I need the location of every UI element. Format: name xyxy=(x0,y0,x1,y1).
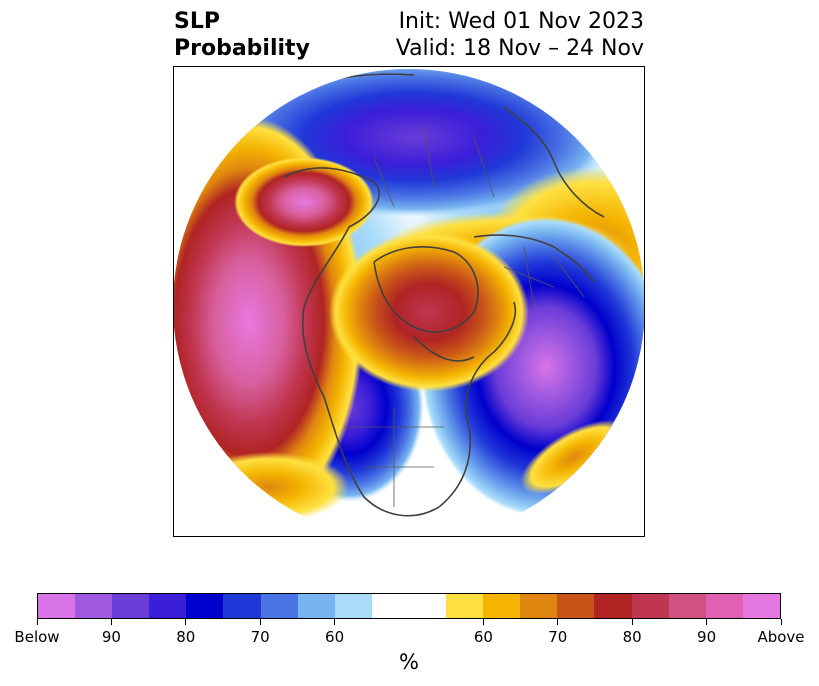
colorbar-segment xyxy=(483,594,521,618)
title-product: Probability xyxy=(174,36,310,61)
colorbar-tick xyxy=(482,619,484,625)
colorbar-segment xyxy=(186,594,224,618)
title-variable: SLP xyxy=(174,9,220,34)
title-left: SLP Probability xyxy=(174,8,310,62)
colorbar-tick xyxy=(631,619,633,625)
colorbar-tick xyxy=(36,619,38,625)
atlantic-yellow xyxy=(520,420,628,494)
colorbar-segment xyxy=(149,594,187,618)
colorbar-tick-label: 80 xyxy=(176,628,196,646)
colorbar-tick-label: 70 xyxy=(548,628,568,646)
colorbar-unit: % xyxy=(399,650,419,674)
colorbar-tick xyxy=(334,619,336,625)
colorbar-tick-label: 60 xyxy=(473,628,493,646)
colorbar-segment xyxy=(742,594,780,618)
colorbar-tick xyxy=(780,619,782,625)
colorbar-tick xyxy=(110,619,112,625)
colorbar-segment xyxy=(705,594,743,618)
colorbar xyxy=(37,593,781,619)
colorbar-tick xyxy=(185,619,187,625)
colorbar-segment xyxy=(631,594,669,618)
colorbar-segment xyxy=(260,594,298,618)
title-right: Init: Wed 01 Nov 2023 Valid: 18 Nov – 24… xyxy=(396,8,644,62)
colorbar-segment xyxy=(112,594,150,618)
colorbar-tick-label: Above xyxy=(757,628,805,646)
colorbar-tick-label: 90 xyxy=(101,628,121,646)
bering-high xyxy=(234,157,374,247)
colorbar-segment xyxy=(38,594,76,618)
colorbar-tick-label: 80 xyxy=(622,628,642,646)
colorbar-segment xyxy=(446,594,484,618)
map-frame xyxy=(173,66,645,537)
colorbar-tick-label: 60 xyxy=(325,628,345,646)
colorbar-tick-label: 70 xyxy=(250,628,270,646)
colorbar-segment xyxy=(520,594,558,618)
colorbar-segment xyxy=(334,594,372,618)
colorbar-segment xyxy=(371,594,409,618)
colorbar-segment xyxy=(223,594,261,618)
colorbar-tick xyxy=(706,619,708,625)
colorbar-tick xyxy=(259,619,261,625)
arctic-high xyxy=(329,232,529,392)
colorbar-segment xyxy=(408,594,447,618)
pacific-south-yellow xyxy=(189,452,349,522)
colorbar-segment xyxy=(594,594,632,618)
colorbar-segment xyxy=(75,594,113,618)
coastlines xyxy=(283,73,605,517)
valid-range: Valid: 18 Nov – 24 Nov xyxy=(395,36,644,61)
probability-map xyxy=(174,69,644,536)
init-date: Init: Wed 01 Nov 2023 xyxy=(398,9,644,34)
borders xyxy=(344,126,585,507)
colorbar-segment xyxy=(297,594,335,618)
colorbar-segment xyxy=(557,594,595,618)
colorbar-tick-label: Below xyxy=(14,628,60,646)
colorbar-tick-label: 90 xyxy=(697,628,717,646)
colorbar-segment xyxy=(668,594,706,618)
colorbar-tick xyxy=(557,619,559,625)
